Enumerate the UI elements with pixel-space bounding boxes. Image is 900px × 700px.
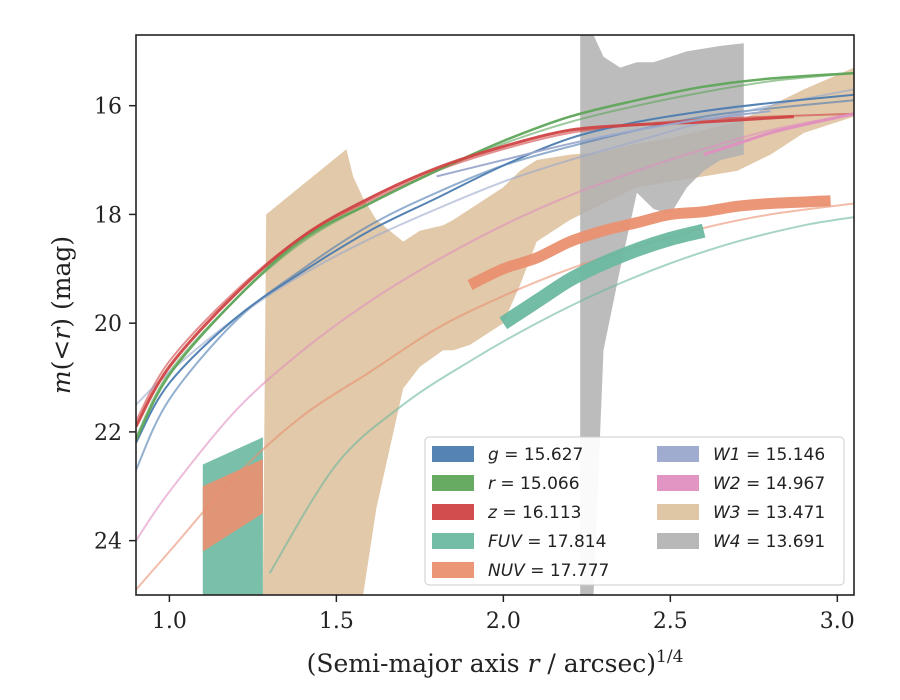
legend-label-g: g = 15.627 (488, 445, 583, 465)
legend-swatch-w2 (657, 475, 699, 491)
x-tick-label: 2.5 (653, 609, 688, 634)
band-w3 (262, 67, 854, 595)
legend-label-w3: W3 = 13.471 (713, 503, 825, 523)
y-tick-label: 24 (94, 530, 122, 555)
y-tick-label: 20 (94, 312, 122, 337)
y-tick-label: 22 (94, 421, 122, 446)
x-tick-label: 1.5 (319, 609, 354, 634)
legend-swatch-w3 (657, 504, 699, 520)
data-profile-w2 (703, 112, 854, 157)
y-tick-label: 16 (94, 95, 122, 120)
model-curve-fuv (268, 216, 854, 574)
legend: g = 15.627 r = 15.066 z = 16.113 FUV = 17.8… (424, 436, 845, 586)
plot-frame (135, 34, 855, 596)
data-profiles (136, 71, 854, 444)
data-profile-nuv (467, 195, 831, 291)
data-profile-fuv (499, 223, 706, 330)
y-axis-ticks: 16 18 20 22 24 (94, 95, 136, 555)
legend-label-w2: W2 = 14.967 (713, 474, 825, 494)
plot-area (136, 35, 854, 595)
legend-box (424, 436, 845, 586)
data-profile-g (136, 93, 854, 444)
legend-label-nuv: NUV = 17.777 (488, 561, 609, 581)
legend-swatch-w4 (657, 533, 699, 549)
legend-swatch-g (432, 446, 474, 462)
band-w4 (580, 35, 744, 595)
data-profile-z (136, 115, 794, 428)
legend-swatch-nuv (432, 562, 474, 578)
model-curve-nuv (136, 202, 854, 591)
error-bands (202, 35, 854, 595)
legend-label-w4: W4 = 13.691 (713, 532, 825, 552)
legend-label-r: r = 15.066 (488, 474, 580, 494)
legend-label-fuv: FUV = 17.814 (488, 532, 606, 552)
model-curve-w2 (136, 112, 854, 542)
legend-swatch-fuv (432, 533, 474, 549)
legend-swatch-r (432, 475, 474, 491)
legend-swatch-z (432, 504, 474, 520)
legend-swatch-w1 (657, 446, 699, 462)
x-axis-ticks: 1.0 1.5 2.0 2.5 3.0 (152, 595, 855, 634)
x-tick-label: 3.0 (820, 609, 855, 634)
x-tick-label: 2.0 (486, 609, 521, 634)
band-nuv (202, 459, 263, 552)
legend-label-w1: W1 = 15.146 (713, 445, 825, 465)
x-axis-label: (Semi-major axis r / arcsec)1/4 (307, 647, 684, 678)
data-profile-w1 (436, 110, 771, 178)
y-axis-label: m(<r) (mag) (47, 236, 76, 394)
y-tick-label: 18 (94, 203, 122, 228)
legend-label-z: z = 16.113 (487, 503, 581, 523)
model-curve-g (136, 99, 854, 471)
x-tick-label: 1.0 (152, 609, 187, 634)
